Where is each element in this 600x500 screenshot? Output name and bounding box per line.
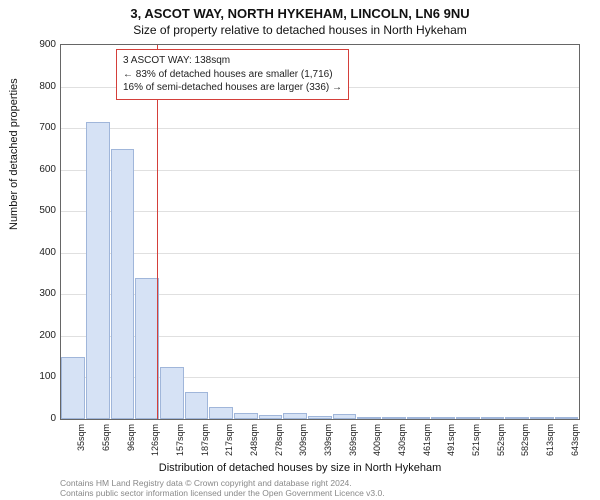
bar — [259, 415, 283, 419]
x-tick-label: 491sqm — [446, 424, 456, 464]
bar — [135, 278, 159, 419]
license-text: Contains HM Land Registry data © Crown c… — [60, 478, 385, 498]
x-tick-label: 430sqm — [397, 424, 407, 464]
chart-subtitle: Size of property relative to detached ho… — [0, 21, 600, 37]
y-tick-label: 700 — [30, 122, 56, 133]
license-line2: Contains public sector information licen… — [60, 488, 385, 498]
bar — [160, 367, 184, 419]
info-line-larger: 16% of semi-detached houses are larger (… — [123, 81, 342, 95]
x-tick-label: 643sqm — [570, 424, 580, 464]
chart-container: 3, ASCOT WAY, NORTH HYKEHAM, LINCOLN, LN… — [0, 0, 600, 500]
x-tick-label: 369sqm — [348, 424, 358, 464]
bar — [234, 413, 258, 419]
y-tick-label: 600 — [30, 164, 56, 175]
bar — [530, 417, 554, 419]
x-tick-label: 613sqm — [545, 424, 555, 464]
grid-line — [61, 253, 579, 254]
x-tick-label: 309sqm — [298, 424, 308, 464]
bar — [357, 417, 381, 419]
bar — [61, 357, 85, 419]
bar — [382, 417, 406, 419]
y-tick-label: 800 — [30, 81, 56, 92]
grid-line — [61, 128, 579, 129]
x-tick-label: 248sqm — [249, 424, 259, 464]
x-tick-label: 96sqm — [126, 424, 136, 464]
y-tick-label: 500 — [30, 205, 56, 216]
x-tick-label: 400sqm — [372, 424, 382, 464]
chart-title-address: 3, ASCOT WAY, NORTH HYKEHAM, LINCOLN, LN… — [0, 0, 600, 21]
bar — [555, 417, 579, 419]
y-axis-label: Number of detached properties — [8, 78, 20, 230]
x-tick-label: 126sqm — [150, 424, 160, 464]
grid-line — [61, 211, 579, 212]
x-tick-label: 217sqm — [224, 424, 234, 464]
bar — [456, 417, 480, 419]
x-tick-label: 339sqm — [323, 424, 333, 464]
bar — [481, 417, 505, 419]
marker-line — [157, 45, 158, 419]
y-tick-label: 200 — [30, 330, 56, 341]
x-tick-label: 552sqm — [496, 424, 506, 464]
x-tick-label: 157sqm — [175, 424, 185, 464]
bar — [333, 414, 357, 419]
bar — [86, 122, 110, 419]
grid-line — [61, 170, 579, 171]
x-tick-label: 278sqm — [274, 424, 284, 464]
y-tick-label: 0 — [30, 413, 56, 424]
plot-area: 3 ASCOT WAY: 138sqm← 83% of detached hou… — [60, 44, 580, 420]
x-tick-label: 582sqm — [520, 424, 530, 464]
x-tick-label: 65sqm — [101, 424, 111, 464]
y-tick-label: 100 — [30, 371, 56, 382]
bar — [283, 413, 307, 419]
y-tick-label: 300 — [30, 288, 56, 299]
license-line1: Contains HM Land Registry data © Crown c… — [60, 478, 385, 488]
x-tick-label: 187sqm — [200, 424, 210, 464]
bar — [407, 417, 431, 419]
y-tick-label: 400 — [30, 247, 56, 258]
bar — [185, 392, 209, 419]
bar — [209, 407, 233, 419]
x-tick-label: 35sqm — [76, 424, 86, 464]
y-tick-label: 900 — [30, 39, 56, 50]
x-tick-label: 461sqm — [422, 424, 432, 464]
info-line-address: 3 ASCOT WAY: 138sqm — [123, 54, 342, 68]
bar — [505, 417, 529, 419]
bar — [431, 417, 455, 419]
info-box: 3 ASCOT WAY: 138sqm← 83% of detached hou… — [116, 49, 349, 100]
x-tick-label: 521sqm — [471, 424, 481, 464]
bar — [308, 416, 332, 419]
bar — [111, 149, 135, 419]
info-line-smaller: ← 83% of detached houses are smaller (1,… — [123, 68, 342, 82]
